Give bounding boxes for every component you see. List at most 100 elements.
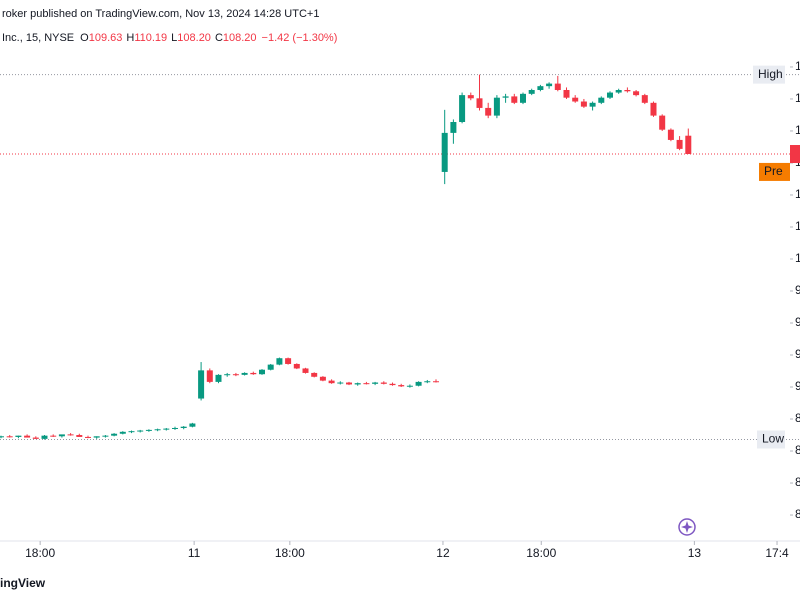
- y-tick-label: 85.00: [795, 443, 800, 457]
- candle-body: [476, 98, 483, 108]
- y-tick-label: 97.50: [795, 283, 800, 297]
- candle-body: [311, 372, 318, 377]
- legend-key: H: [126, 32, 134, 44]
- candle-body: [319, 376, 326, 381]
- candle-body: [450, 122, 457, 133]
- candle-body: [276, 358, 283, 365]
- candle-body: [572, 97, 579, 102]
- x-tick-label: 12: [436, 546, 450, 560]
- y-tick-label: 105.00: [795, 187, 800, 201]
- candle-body: [554, 83, 561, 90]
- candle-body: [432, 381, 439, 383]
- pre-label-label: Pre: [764, 164, 783, 178]
- candle-body: [493, 97, 500, 116]
- candle-body: [633, 91, 640, 96]
- candle-body: [302, 368, 309, 373]
- legend-symbol: Inc., 15, NYSE: [2, 32, 74, 44]
- candle-body: [128, 431, 135, 433]
- candle-body: [232, 374, 239, 376]
- brand: ingView: [0, 576, 46, 590]
- sparkle-button[interactable]: [678, 518, 696, 536]
- legend-value: 109.63: [89, 32, 123, 44]
- candle-body: [380, 382, 387, 384]
- candle-body: [589, 102, 596, 107]
- candle-body: [685, 135, 692, 155]
- candle-body: [145, 429, 152, 431]
- candle-body: [250, 372, 257, 375]
- candle-body: [198, 370, 205, 399]
- y-tick-label: 90.00: [795, 379, 800, 393]
- x-tick-label: 13: [688, 546, 702, 560]
- candle-body: [398, 385, 405, 387]
- candle-body: [354, 383, 361, 385]
- legend-key: L: [171, 32, 177, 44]
- y-tick-label: 95.00: [795, 315, 800, 329]
- candle-body: [624, 90, 631, 92]
- legend-change: −1.42 (−1.30%): [262, 32, 338, 44]
- candle-body: [467, 95, 474, 99]
- candle-body: [137, 430, 144, 432]
- candle-body: [24, 435, 31, 438]
- candle-body: [485, 107, 492, 116]
- candle-body: [15, 435, 22, 437]
- sparkle-icon: [681, 521, 693, 533]
- legend-value: 108.20: [223, 32, 257, 44]
- candle-body: [0, 436, 5, 438]
- pre-label-box: [759, 162, 790, 181]
- candle-body: [502, 96, 509, 98]
- candle-body: [111, 433, 118, 436]
- low-line-box: [757, 430, 785, 449]
- candle-body: [206, 370, 213, 382]
- candle-body: [580, 101, 587, 107]
- y-tick-label: 102.50: [795, 219, 800, 233]
- candle-body: [328, 380, 335, 384]
- candle-body: [6, 436, 13, 438]
- x-tick-label: 18:00: [275, 546, 305, 560]
- x-tick-label: 17:4: [765, 546, 789, 560]
- candle-body: [676, 139, 683, 149]
- candle-body: [171, 427, 178, 429]
- candle-body: [650, 102, 657, 116]
- last-price-box: [790, 145, 800, 164]
- candle-body: [93, 436, 100, 438]
- candle-body: [537, 86, 544, 90]
- candle-body: [119, 431, 126, 434]
- legend-key: O: [80, 32, 89, 44]
- candle-body: [241, 372, 248, 375]
- x-tick-label: 11: [188, 546, 201, 560]
- candle-body: [615, 90, 622, 93]
- candle-body: [293, 363, 300, 369]
- y-tick-label: 112.50: [795, 91, 800, 105]
- y-tick-label: 100.00: [795, 251, 800, 265]
- candle-body: [189, 423, 196, 427]
- candle-body: [67, 434, 74, 436]
- high-line-box: [753, 65, 785, 84]
- candle-body: [32, 437, 39, 439]
- y-tick-label: 82.50: [795, 475, 800, 489]
- candle-body: [41, 435, 48, 439]
- candle-body: [84, 436, 91, 438]
- candle-body: [606, 92, 613, 98]
- low-line-label: Low: [762, 432, 784, 446]
- candle-body: [215, 374, 222, 382]
- candle-body: [50, 435, 57, 437]
- candle-body: [372, 382, 379, 384]
- candle-body: [180, 426, 187, 428]
- legend-value: 110.19: [134, 32, 167, 44]
- y-tick-label: 110.00: [795, 123, 800, 137]
- candle-body: [528, 90, 535, 94]
- candle-body: [424, 381, 431, 383]
- candle-body: [267, 364, 274, 370]
- y-tick-label: 80.00: [795, 507, 800, 521]
- candle-body: [546, 83, 553, 87]
- candle-body: [163, 428, 170, 430]
- candle-body: [363, 383, 370, 385]
- high-line-label: High: [758, 67, 783, 81]
- candle-body: [58, 434, 65, 437]
- candle-body: [258, 369, 265, 375]
- candle-body: [667, 129, 674, 140]
- candle-body: [659, 115, 666, 130]
- candle-body: [285, 358, 292, 364]
- candle-body: [511, 96, 518, 103]
